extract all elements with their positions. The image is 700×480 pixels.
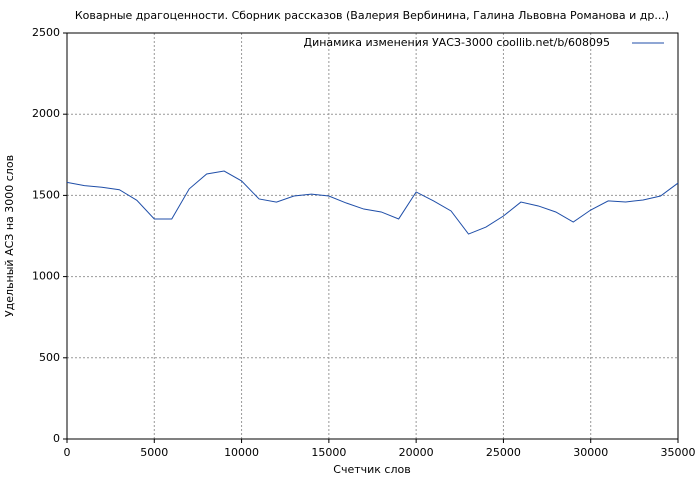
y-axis-label: Удельный АСЗ на 3000 слов [3, 155, 16, 317]
y-tick-label: 1500 [32, 188, 60, 201]
chart-title: Коварные драгоценности. Сборник рассказо… [75, 9, 669, 22]
y-tick-label: 2500 [32, 26, 60, 39]
data-line [66, 170, 679, 235]
x-tick-label: 5000 [140, 446, 168, 459]
y-tick-label: 1000 [32, 270, 60, 283]
x-tick-label: 25000 [486, 446, 521, 459]
x-tick-label: 35000 [661, 446, 696, 459]
plot-frame [66, 32, 679, 440]
y-tick-label: 0 [53, 432, 60, 445]
y-tick-label: 500 [39, 351, 60, 364]
x-tick-label: 30000 [573, 446, 608, 459]
x-axis-label: Счетчик слов [333, 463, 410, 476]
legend-label: Динамика изменения УАСЗ-3000 coollib.net… [304, 36, 611, 49]
y-tick-label: 2000 [32, 107, 60, 120]
x-tick-label: 0 [64, 446, 71, 459]
x-tick-label: 15000 [311, 446, 346, 459]
x-tick-label: 20000 [399, 446, 434, 459]
x-tick-label: 10000 [224, 446, 259, 459]
